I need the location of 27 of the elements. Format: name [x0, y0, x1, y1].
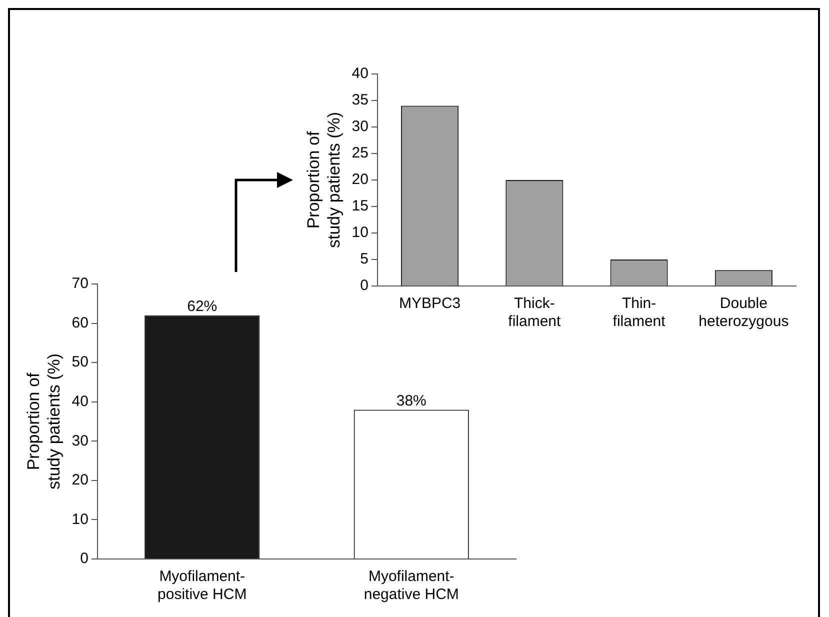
data-label: 62%: [187, 298, 218, 316]
y-tick-label: 10: [352, 224, 368, 242]
y-tick-label: 0: [80, 550, 88, 568]
x-tick-label: Myofilament-negative HCM: [364, 568, 459, 604]
y-tick-label: 5: [360, 250, 368, 268]
y-tick-label: 40: [352, 65, 368, 82]
y-tick-label: 30: [72, 432, 88, 450]
y-tick-label: 70: [72, 275, 88, 292]
x-tick-label: Myofilament-positive HCM: [158, 568, 247, 604]
x-tick-label: MYBPC3: [398, 295, 461, 312]
y-tick-label: 10: [72, 510, 88, 528]
data-label: 38%: [396, 392, 426, 410]
y-tick-label: 35: [352, 92, 368, 109]
y-tick-label: 0: [360, 277, 368, 294]
y-tick-label: 15: [352, 198, 368, 215]
y-axis-title: Proportion of study patients (%): [24, 353, 64, 490]
x-tick-label: Double heterozygous: [698, 295, 789, 330]
y-axis-title: Proportion of study patients (%): [304, 112, 344, 248]
y-tick-label: 30: [352, 118, 368, 136]
y-tick-label: 25: [352, 144, 368, 162]
y-tick-label: 40: [72, 393, 88, 410]
y-tick-label: 50: [72, 354, 88, 371]
x-tick-label: Thin-filament: [612, 295, 666, 330]
y-tick-label: 20: [72, 472, 88, 489]
x-tick-label: Thick-filament: [508, 295, 562, 330]
y-tick-label: 20: [352, 171, 368, 188]
y-tick-label: 60: [72, 314, 88, 332]
